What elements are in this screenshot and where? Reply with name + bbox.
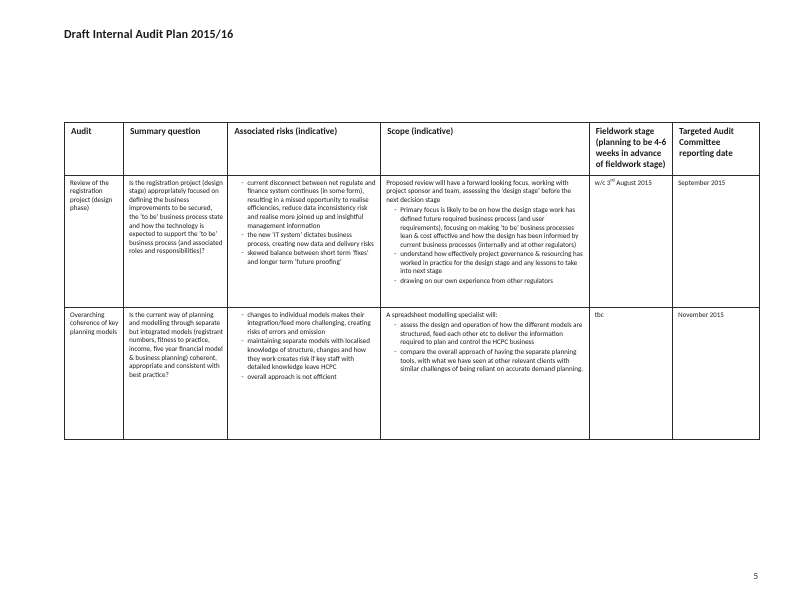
cell-risks: current disconnect between net regulate … (228, 175, 381, 307)
fieldwork-text-pre: tbc (595, 310, 604, 319)
col-audit: Audit (65, 123, 124, 176)
scope-list: assess the design and operation of how t… (386, 321, 585, 373)
table-body: Review of the registration project (desi… (65, 175, 760, 439)
cell-summary: Is the registration project (design stag… (124, 175, 228, 307)
scope-lead: A spreadsheet modelling specialist will: (386, 311, 585, 320)
table-header: Audit Summary question Associated risks … (65, 123, 760, 176)
col-target: Targeted Audit Committee reporting date (673, 123, 760, 176)
cell-target: November 2015 (673, 307, 760, 439)
scope-item: assess the design and operation of how t… (394, 321, 585, 347)
cell-scope: Proposed review will have a forward look… (381, 175, 590, 307)
risk-item: changes to individual models makes their… (241, 311, 376, 337)
scope-list: Primary focus is likely to be on how the… (386, 206, 585, 285)
risk-item: current disconnect between net regulate … (241, 179, 376, 230)
cell-fieldwork: w/c 3rd August 2015 (589, 175, 672, 307)
risk-list: changes to individual models makes their… (233, 311, 376, 381)
document-page: Draft Internal Audit Plan 2015/16 Audit … (0, 0, 800, 600)
scope-lead: Proposed review will have a forward look… (386, 179, 585, 205)
scope-item: Primary focus is likely to be on how the… (394, 206, 585, 249)
cell-target: September 2015 (673, 175, 760, 307)
table-row: Review of the registration project (desi… (65, 175, 760, 307)
page-number: 5 (753, 571, 758, 582)
page-title: Draft Internal Audit Plan 2015/16 (64, 28, 760, 42)
cell-fieldwork: tbc (589, 307, 672, 439)
col-fieldwork: Fieldwork stage (planning to be 4-6 week… (589, 123, 672, 176)
cell-audit: Review of the registration project (desi… (65, 175, 124, 307)
cell-scope: A spreadsheet modelling specialist will:… (381, 307, 590, 439)
cell-audit: Overarching coherence of key planning mo… (65, 307, 124, 439)
cell-summary: Is the current way of planning and model… (124, 307, 228, 439)
col-scope: Scope (indicative) (381, 123, 590, 176)
risk-item: overall approach is not efficient (241, 373, 376, 382)
risk-list: current disconnect between net regulate … (233, 179, 376, 266)
audit-plan-table: Audit Summary question Associated risks … (64, 122, 760, 440)
scope-item: understand how effectively project gover… (394, 250, 585, 276)
fieldwork-text-pre: w/c 3 (595, 178, 611, 187)
scope-item: compare the overall approach of having t… (394, 348, 585, 374)
cell-risks: changes to individual models makes their… (228, 307, 381, 439)
scope-item: drawing on our own experience from other… (394, 277, 585, 286)
risk-item: maintaining separate models with localis… (241, 337, 376, 371)
risk-item: skewed balance between short term ‘fixes… (241, 249, 376, 266)
col-summary: Summary question (124, 123, 228, 176)
table-row: Overarching coherence of key planning mo… (65, 307, 760, 439)
col-risks: Associated risks (indicative) (228, 123, 381, 176)
risk-item: the new ‘IT system’ dictates business pr… (241, 231, 376, 248)
fieldwork-text-post: August 2015 (615, 178, 652, 187)
